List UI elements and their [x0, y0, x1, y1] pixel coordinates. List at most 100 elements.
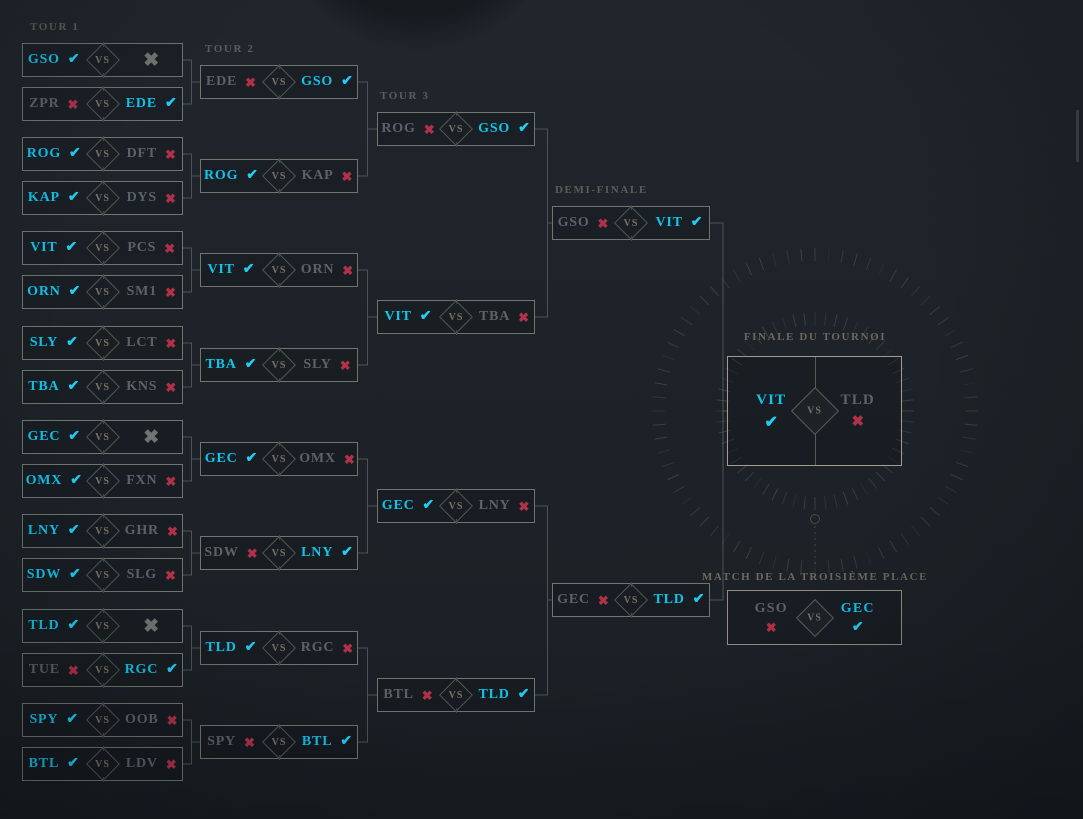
win-icon: ✔	[244, 357, 257, 372]
team-slot: BTL ✔	[23, 756, 85, 772]
win-icon: ✔	[851, 619, 864, 635]
team-name: VIT	[207, 262, 235, 277]
team-name: ORN	[27, 284, 61, 299]
match-r1-3[interactable]: ROG ✔ VS DFT ✖	[22, 136, 183, 172]
team-name: ROG	[26, 146, 62, 161]
lose-icon: ✖	[341, 168, 353, 184]
match-r4-1[interactable]: GSO ✖ VS VIT ✔	[552, 205, 710, 241]
match-r4-2[interactable]: GEC ✖ VS TLD ✔	[552, 582, 710, 618]
match-r1-15[interactable]: SPY ✔ VS OOB ✖	[22, 702, 183, 738]
team-slot: SLG ✖	[121, 567, 183, 583]
match-r1-9[interactable]: GEC ✔ VS ✖	[22, 419, 183, 455]
final-team-left: VIT ✔	[728, 357, 815, 465]
team-name: ROG	[381, 121, 416, 136]
team-name: ORN	[300, 262, 335, 277]
match-r1-12[interactable]: SDW ✔ VS SLG ✖	[22, 557, 183, 593]
team-name: TLD	[478, 687, 510, 702]
match-r2-4[interactable]: TBA ✔ VS SLY ✖	[200, 347, 358, 383]
match-r2-1[interactable]: EDE ✖ VS GSO ✔	[200, 64, 358, 100]
vs-diamond: VS	[261, 724, 297, 760]
team-name: DFT	[126, 146, 157, 161]
team-slot: GSO ✔	[297, 74, 357, 90]
match-r1-4[interactable]: KAP ✔ VS DYS ✖	[22, 180, 183, 216]
team-name: TLD	[28, 618, 60, 633]
match-r1-7[interactable]: SLY ✔ VS LCT ✖	[22, 325, 183, 361]
team-name: GSO	[301, 74, 334, 89]
win-icon: ✔	[518, 121, 530, 136]
match-r3-2[interactable]: VIT ✔ VS TBA ✖	[377, 299, 535, 335]
match-r2-5[interactable]: GEC ✔ VS OMX ✖	[200, 441, 358, 477]
vs-diamond: VS	[85, 180, 121, 216]
match-r1-11[interactable]: LNY ✔ VS GHR ✖	[22, 513, 183, 549]
match-r1-5[interactable]: VIT ✔ VS PCS ✖	[22, 230, 183, 266]
match-r1-2[interactable]: ZPR ✖ VS EDE ✔	[22, 86, 183, 122]
third-place-match[interactable]: GSO ✖ VS GEC ✔	[727, 590, 902, 645]
team-slot: FXN ✖	[121, 473, 183, 489]
team-name: TLD	[653, 592, 685, 607]
lose-icon: ✖	[597, 592, 609, 608]
vs-diamond: VS	[438, 677, 474, 713]
team-slot: GEC ✖	[553, 592, 613, 608]
win-icon: ✔	[67, 523, 80, 538]
team-slot: SDW ✖	[201, 545, 261, 561]
match-r1-16[interactable]: BTL ✔ VS LDV ✖	[22, 746, 183, 782]
match-r3-3[interactable]: GEC ✔ VS LNY ✖	[377, 488, 535, 524]
team-slot: TBA ✔	[23, 379, 85, 395]
team-slot: RGC ✔	[121, 662, 183, 678]
lose-icon: ✖	[597, 215, 609, 231]
match-r1-10[interactable]: OMX ✔ VS FXN ✖	[22, 463, 183, 499]
match-r1-13[interactable]: TLD ✔ VS ✖	[22, 608, 183, 644]
vs-diamond: VS	[85, 652, 121, 688]
round3-label: TOUR 3	[380, 90, 430, 102]
team-slot: ORN ✖	[297, 262, 357, 278]
team-slot: PCS ✖	[121, 240, 183, 256]
vs-label: VS	[807, 405, 822, 417]
match-r3-1[interactable]: ROG ✖ VS GSO ✔	[377, 111, 535, 147]
team-name: GEC	[557, 592, 590, 607]
win-icon: ✔	[69, 567, 81, 582]
vs-diamond: VS	[438, 299, 474, 335]
lose-icon: ✖	[423, 121, 435, 137]
match-r1-8[interactable]: TBA ✔ VS KNS ✖	[22, 369, 183, 405]
bye-icon: ✖	[143, 615, 160, 637]
match-r3-4[interactable]: BTL ✖ VS TLD ✔	[377, 677, 535, 713]
team-slot: SLY ✔	[23, 335, 85, 351]
team-name: SM1	[126, 284, 157, 299]
match-r1-6[interactable]: ORN ✔ VS SM1 ✖	[22, 274, 183, 310]
vs-diamond: VS	[85, 513, 121, 549]
team-slot: VIT ✔	[378, 309, 438, 325]
team-slot: EDE ✔	[121, 96, 183, 112]
lose-icon: ✖	[165, 335, 177, 351]
win-icon: ✔	[66, 335, 78, 350]
team-name: SLY	[29, 335, 59, 350]
team-slot: SM1 ✖	[121, 284, 183, 300]
round2-label: TOUR 2	[205, 43, 255, 55]
vs-diamond: VS	[613, 205, 649, 241]
team-slot: VIT ✔	[23, 240, 85, 256]
match-r2-7[interactable]: TLD ✔ VS RGC ✖	[200, 630, 358, 666]
match-r1-1[interactable]: GSO ✔ VS ✖	[22, 42, 183, 78]
scrollbar-thumb[interactable]	[1076, 110, 1079, 162]
team-slot: SLY ✖	[297, 357, 357, 373]
match-r2-6[interactable]: SDW ✖ VS LNY ✔	[200, 535, 358, 571]
team-name: VIT	[756, 391, 787, 408]
match-r2-2[interactable]: ROG ✔ VS KAP ✖	[200, 158, 358, 194]
final-match[interactable]: VIT ✔ VS TLD ✖	[727, 356, 902, 466]
team-slot: GHR ✖	[121, 523, 183, 539]
team-name: EDE	[205, 74, 238, 89]
team-name: GHR	[124, 523, 159, 538]
lose-icon: ✖	[765, 620, 777, 635]
third-place-team-left: GSO ✖	[728, 591, 815, 644]
vs-diamond: VS	[613, 582, 649, 618]
team-name: SDW	[26, 567, 62, 582]
team-slot: TUE ✖	[23, 662, 85, 678]
match-r2-3[interactable]: VIT ✔ VS ORN ✖	[200, 252, 358, 288]
team-slot: LNY ✔	[23, 523, 85, 539]
match-r1-14[interactable]: TUE ✖ VS RGC ✔	[22, 652, 183, 688]
lose-icon: ✖	[166, 523, 178, 539]
match-r2-8[interactable]: SPY ✖ VS BTL ✔	[200, 724, 358, 760]
team-name: SPY	[207, 734, 236, 749]
win-icon: ✔	[692, 592, 705, 607]
